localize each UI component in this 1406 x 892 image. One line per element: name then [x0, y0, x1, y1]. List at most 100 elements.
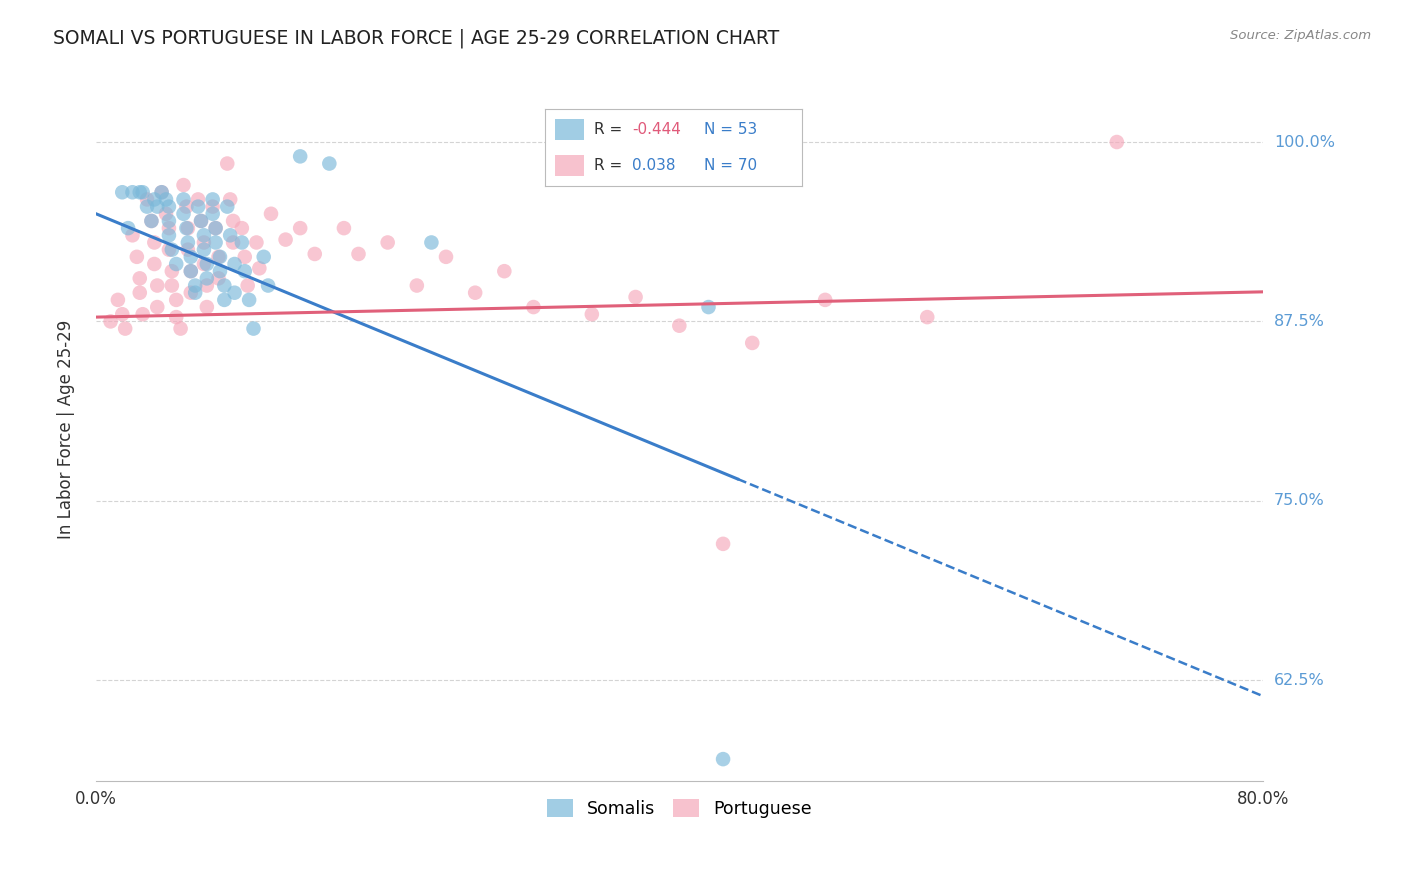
Point [165, 293, 187, 307]
Point [260, 207, 283, 221]
Point [173, 178, 195, 192]
Point [624, 290, 647, 304]
Point [184, 285, 207, 300]
Point [288, 221, 311, 235]
Point [333, 221, 356, 235]
Point [207, 250, 229, 264]
Point [697, 300, 720, 314]
Point [288, 149, 311, 163]
Point [208, 250, 231, 264]
Point [193, 243, 215, 257]
Point [146, 300, 169, 314]
Point [668, 318, 690, 333]
Point [165, 310, 187, 324]
Text: 62.5%: 62.5% [1274, 673, 1324, 688]
Point [195, 257, 218, 271]
Point [233, 264, 256, 278]
Point [247, 261, 270, 276]
Legend: Somalis, Portuguese: Somalis, Portuguese [540, 792, 818, 825]
Point [236, 278, 259, 293]
Point [121, 186, 143, 200]
Point [125, 250, 148, 264]
Point [242, 321, 264, 335]
Point [274, 233, 297, 247]
Point [204, 235, 226, 250]
Point [405, 278, 427, 293]
Point [160, 264, 183, 278]
Point [219, 228, 242, 243]
Point [522, 300, 544, 314]
Point [814, 293, 837, 307]
Point [136, 200, 159, 214]
Point [155, 207, 177, 221]
Point [187, 193, 209, 207]
Point [224, 257, 246, 271]
Point [121, 228, 143, 243]
Point [141, 214, 163, 228]
Point [157, 243, 180, 257]
Point [195, 271, 218, 285]
Point [193, 257, 215, 271]
Point [157, 228, 180, 243]
Point [222, 214, 245, 228]
Text: Source: ZipAtlas.com: Source: ZipAtlas.com [1230, 29, 1371, 42]
Point [128, 271, 150, 285]
Point [420, 235, 443, 250]
Point [160, 278, 183, 293]
Point [190, 214, 212, 228]
Point [231, 221, 253, 235]
Point [111, 186, 134, 200]
Point [169, 321, 191, 335]
Point [187, 200, 209, 214]
Point [195, 278, 218, 293]
Point [711, 537, 734, 551]
Point [434, 250, 457, 264]
Point [217, 156, 239, 170]
Point [233, 250, 256, 264]
Point [222, 235, 245, 250]
Point [245, 235, 267, 250]
Point [581, 307, 603, 321]
Point [107, 293, 129, 307]
Point [128, 285, 150, 300]
Point [201, 207, 224, 221]
Point [160, 243, 183, 257]
Point [318, 156, 340, 170]
Point [214, 293, 236, 307]
Point [157, 200, 180, 214]
Point [207, 271, 229, 285]
Text: 100.0%: 100.0% [1274, 135, 1334, 150]
Point [193, 228, 215, 243]
Point [238, 293, 260, 307]
Point [741, 335, 763, 350]
Point [157, 221, 180, 235]
Point [377, 235, 399, 250]
Point [204, 221, 226, 235]
Point [157, 214, 180, 228]
Point [176, 200, 198, 214]
Point [117, 221, 139, 235]
Point [143, 257, 166, 271]
Point [1105, 135, 1128, 149]
Point [128, 186, 150, 200]
Point [231, 235, 253, 250]
Point [155, 193, 177, 207]
Point [347, 247, 370, 261]
Point [141, 214, 163, 228]
Text: 75.0%: 75.0% [1274, 493, 1324, 508]
Point [711, 752, 734, 766]
Point [146, 200, 169, 214]
Point [177, 235, 200, 250]
Point [176, 221, 198, 235]
Point [100, 314, 122, 328]
Text: 87.5%: 87.5% [1274, 314, 1324, 329]
Point [180, 250, 202, 264]
Point [184, 278, 207, 293]
Point [136, 193, 159, 207]
Point [217, 200, 239, 214]
Point [150, 186, 173, 200]
Point [180, 264, 202, 278]
Point [165, 257, 187, 271]
Point [180, 264, 202, 278]
Point [193, 235, 215, 250]
